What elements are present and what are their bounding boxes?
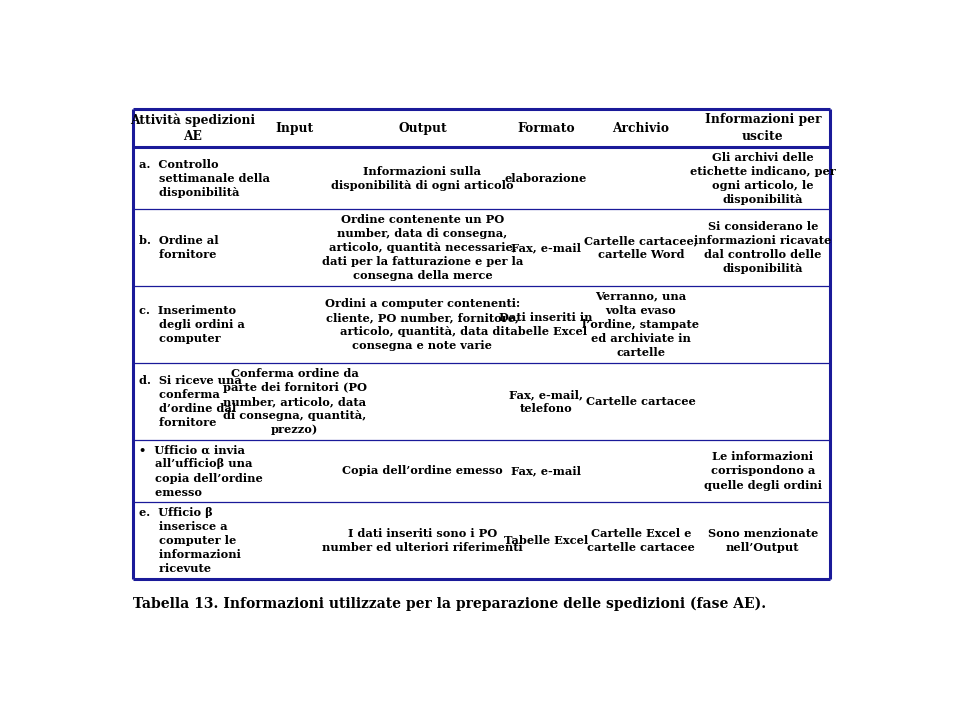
Text: Copia dell’ordine emesso: Copia dell’ordine emesso — [342, 465, 503, 477]
Text: Input: Input — [276, 121, 314, 135]
Text: Fax, e-mail: Fax, e-mail — [511, 465, 581, 477]
Text: Fax, e-mail: Fax, e-mail — [511, 242, 581, 253]
Text: b.  Ordine al
     fornitore: b. Ordine al fornitore — [139, 235, 219, 260]
Text: Informazioni per
uscite: Informazioni per uscite — [705, 113, 821, 143]
Text: Archivio: Archivio — [612, 121, 669, 135]
Text: d.  Si riceve una
     conferma
     d’ordine dal
     fornitore: d. Si riceve una conferma d’ordine dal f… — [139, 375, 242, 428]
Text: Ordine contenente un PO
number, data di consegna,
articolo, quantità necessarie,: Ordine contenente un PO number, data di … — [322, 214, 523, 282]
Text: Dati inseriti in
tabelle Excel: Dati inseriti in tabelle Excel — [499, 312, 592, 337]
Text: Cartelle Excel e
cartelle cartacee: Cartelle Excel e cartelle cartacee — [587, 528, 695, 553]
Text: Tabelle Excel: Tabelle Excel — [504, 535, 588, 546]
Text: Tabella 13. Informazioni utilizzate per la preparazione delle spedizioni (fase A: Tabella 13. Informazioni utilizzate per … — [133, 597, 766, 611]
Text: I dati inseriti sono i PO
number ed ulteriori riferimenti: I dati inseriti sono i PO number ed ulte… — [322, 528, 523, 553]
Text: a.  Controllo
     settimanale della
     disponibilità: a. Controllo settimanale della disponibi… — [139, 159, 271, 198]
Text: Fax, e-mail,
telefono: Fax, e-mail, telefono — [509, 389, 583, 414]
Text: •  Ufficio α invia
    all’ufficioβ una
    copia dell’ordine
    emesso: • Ufficio α invia all’ufficioβ una copia… — [139, 444, 263, 498]
Text: Ordini a computer contenenti:
cliente, PO number, fornitore,
articolo, quantità,: Ordini a computer contenenti: cliente, P… — [324, 298, 520, 352]
Text: Attività spedizioni
AE: Attività spedizioni AE — [130, 113, 254, 143]
Text: Cartelle cartacee,
cartelle Word: Cartelle cartacee, cartelle Word — [584, 235, 698, 260]
Text: Conferma ordine da
parte dei fornitori (PO
number, articolo, data
di consegna, q: Conferma ordine da parte dei fornitori (… — [223, 368, 367, 435]
Text: elaborazione: elaborazione — [505, 173, 588, 184]
Text: Formato: Formato — [517, 121, 575, 135]
Text: Cartelle cartacee: Cartelle cartacee — [586, 396, 696, 407]
Text: Output: Output — [398, 121, 446, 135]
Text: Sono menzionate
nell’Output: Sono menzionate nell’Output — [708, 528, 818, 553]
Text: Verranno, una
volta evaso
l’ordine, stampate
ed archiviate in
cartelle: Verranno, una volta evaso l’ordine, stam… — [583, 291, 699, 359]
Text: Le informazioni
corrispondono a
quelle degli ordini: Le informazioni corrispondono a quelle d… — [704, 451, 822, 491]
Text: e.  Ufficio β
     inserisce a
     computer le
     informazioni
     ricevute: e. Ufficio β inserisce a computer le inf… — [139, 507, 241, 574]
Text: Si considerano le
informazioni ricavate
dal controllo delle
disponibilità: Si considerano le informazioni ricavate … — [694, 221, 831, 274]
Text: Gli archivi delle
etichette indicano, per
ogni articolo, le
disponibilità: Gli archivi delle etichette indicano, pe… — [690, 152, 836, 205]
Text: c.  Inserimento
     degli ordini a
     computer: c. Inserimento degli ordini a computer — [139, 305, 245, 344]
Text: Informazioni sulla
disponibilità di ogni articolo: Informazioni sulla disponibilità di ogni… — [331, 166, 514, 191]
